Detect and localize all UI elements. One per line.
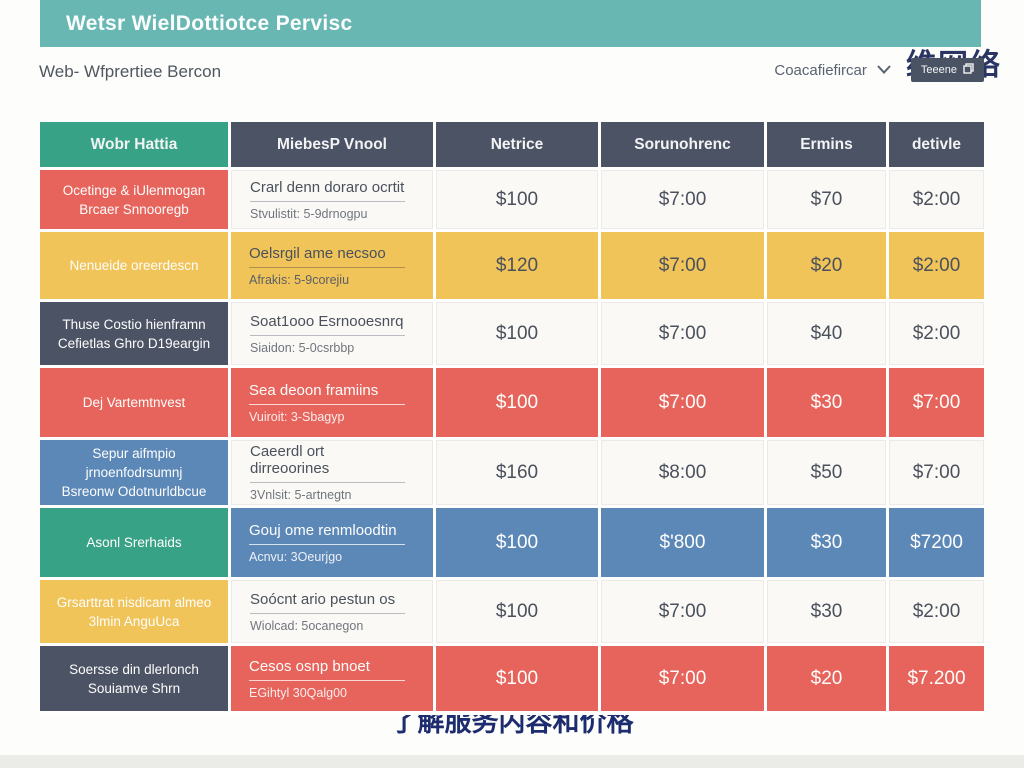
service-line: Bsreonw Odotnurldbcue: [61, 484, 207, 499]
service-line: Dej Vartemtnvest: [82, 395, 186, 410]
description-link[interactable]: Cesos osnp bnoet: [249, 658, 406, 681]
description-sub: Vuiroit: 3-Sbagyp: [249, 409, 345, 424]
price-cell: $160: [436, 440, 598, 505]
price-cell: $120: [436, 232, 598, 299]
price-cell: $20: [767, 646, 886, 711]
service-cell: Asonl Srerhaids: [40, 508, 228, 577]
price-cell: $8:00: [601, 440, 764, 505]
price-cell: $100: [436, 368, 598, 437]
description-sub: Wiolcad: 5ocanegon: [250, 618, 364, 633]
top-banner: Wetsr WielDottiotce Pervisc: [40, 0, 981, 47]
price-cell: $100: [436, 580, 598, 643]
price-cell: $7:00: [601, 302, 764, 365]
service-line: Souiamve Shrn: [87, 680, 181, 696]
description-link[interactable]: Soócnt ario pestun os: [250, 591, 405, 614]
description-cell: Gouj ome renmloodtin Acnvu: 3Oeurjgo: [231, 508, 433, 577]
service-line: Brcaer Snnooregb: [79, 201, 189, 217]
export-button-label: Teeene: [920, 64, 957, 76]
price-cell: $100: [436, 302, 598, 365]
service-line: Nenueide oreerdescn: [69, 258, 199, 273]
service-cell: Sepur aifmpio jrnoenfodrsumnj Bsreonw Od…: [40, 440, 228, 505]
price-cell: $2:00: [889, 580, 984, 643]
price-cell: $100: [436, 170, 598, 229]
price-cell: $2:00: [889, 232, 984, 299]
description-sub: 3Vnlsit: 5-artnegtn: [250, 488, 352, 502]
column-header-description: MiebesP Vnool: [231, 122, 433, 167]
service-line: Soersse din dlerlonch: [69, 661, 199, 677]
service-line: Sepur aifmpio jrnoenfodrsumnj: [85, 446, 183, 480]
export-button[interactable]: Teeene: [910, 58, 984, 82]
service-line: Cefietlas Ghro D19eargin: [57, 335, 211, 351]
description-sub: Siaidon: 5-0csrbbp: [250, 340, 355, 355]
service-cell: Ocetinge & iUlenmogan Brcaer Snnooregb: [40, 170, 228, 229]
price-cell: $7:00: [601, 170, 764, 229]
service-line: Grsarttrat nisdicam almeo: [56, 594, 212, 610]
description-sub: EGihtyl 30Qalg00: [249, 685, 347, 700]
description-link[interactable]: Sea deoon framiins: [249, 382, 406, 405]
service-line: Ocetinge & iUlenmogan: [62, 182, 206, 198]
page-subtitle: Web- Wfprertiee Bercon: [39, 62, 222, 81]
description-cell: Cesos osnp bnoet EGihtyl 30Qalg00: [231, 646, 433, 711]
price-cell: $2:00: [889, 170, 984, 229]
description-cell: Soócnt ario pestun os Wiolcad: 5ocanegon: [231, 580, 433, 643]
column-header-service: Wobr Hattia: [40, 122, 228, 167]
export-icon: [963, 63, 974, 77]
column-header-extra: Ermins: [767, 122, 886, 167]
service-line: 3lmin AnguUca: [88, 613, 180, 629]
description-sub: Stvulistit: 5-9drnogpu: [250, 206, 368, 221]
description-link[interactable]: Gouj ome renmloodtin: [249, 522, 406, 545]
service-cell: Thuse Costio hienframn Cefietlas Ghro D1…: [40, 302, 228, 365]
price-cell: $30: [767, 580, 886, 643]
chevron-down-icon: [877, 61, 891, 79]
description-link[interactable]: Caeerdl ort dirreoorines: [250, 443, 405, 483]
description-link[interactable]: Soat1ooo Esrnooesnrq: [250, 313, 405, 336]
toolbar-controls: Coacafiefircar Teeene: [774, 58, 984, 82]
description-link[interactable]: Crarl denn doraro ocrtit: [250, 179, 405, 202]
price-cell: $30: [767, 508, 886, 577]
service-line: Asonl Srerhaids: [86, 535, 182, 550]
price-cell: $7.200: [889, 646, 984, 711]
description-cell: Caeerdl ort dirreoorines 3Vnlsit: 5-artn…: [231, 440, 433, 505]
description-cell: Soat1ooo Esrnooesnrq Siaidon: 5-0csrbbp: [231, 302, 433, 365]
footer-strip: [0, 755, 1024, 768]
price-cell: $50: [767, 440, 886, 505]
price-cell: $7:00: [889, 368, 984, 437]
price-cell: $7:00: [601, 232, 764, 299]
price-cell: $40: [767, 302, 886, 365]
service-line: Thuse Costio hienframn: [62, 316, 206, 332]
filter-dropdown-label: Coacafiefircar: [774, 61, 867, 79]
price-cell: $2:00: [889, 302, 984, 365]
description-cell: Oelsrgil ame necsoo Afrakis: 5-9corejiu: [231, 232, 433, 299]
column-header-detail: detivle: [889, 122, 984, 167]
description-link[interactable]: Oelsrgil ame necsoo: [249, 245, 406, 268]
price-cell: $7:00: [601, 580, 764, 643]
description-sub: Afrakis: 5-9corejiu: [249, 272, 350, 287]
description-sub: Acnvu: 3Oeurjgo: [249, 549, 343, 564]
price-cell: $7:00: [601, 368, 764, 437]
service-cell: Dej Vartemtnvest: [40, 368, 228, 437]
price-cell: $'800: [601, 508, 764, 577]
service-cell: Nenueide oreerdescn: [40, 232, 228, 299]
price-cell: $100: [436, 508, 598, 577]
filter-dropdown[interactable]: Coacafiefircar: [774, 61, 891, 79]
price-cell: $7:00: [889, 440, 984, 505]
service-cell: Soersse din dlerlonch Souiamve Shrn: [40, 646, 228, 711]
price-cell: $20: [767, 232, 886, 299]
banner-title: Wetsr WielDottiotce Pervisc: [66, 11, 353, 35]
column-header-price: Netrice: [436, 122, 598, 167]
price-cell: $30: [767, 368, 886, 437]
price-cell: $100: [436, 646, 598, 711]
price-cell: $7200: [889, 508, 984, 577]
service-cell: Grsarttrat nisdicam almeo 3lmin AnguUca: [40, 580, 228, 643]
pricing-table: Wobr Hattia MiebesP Vnool Netrice Soruno…: [40, 122, 984, 715]
description-cell: Crarl denn doraro ocrtit Stvulistit: 5-9…: [231, 170, 433, 229]
price-cell: $70: [767, 170, 886, 229]
price-cell: $7:00: [601, 646, 764, 711]
column-header-rate: Sorunohrenc: [601, 122, 764, 167]
description-cell: Sea deoon framiins Vuiroit: 3-Sbagyp: [231, 368, 433, 437]
